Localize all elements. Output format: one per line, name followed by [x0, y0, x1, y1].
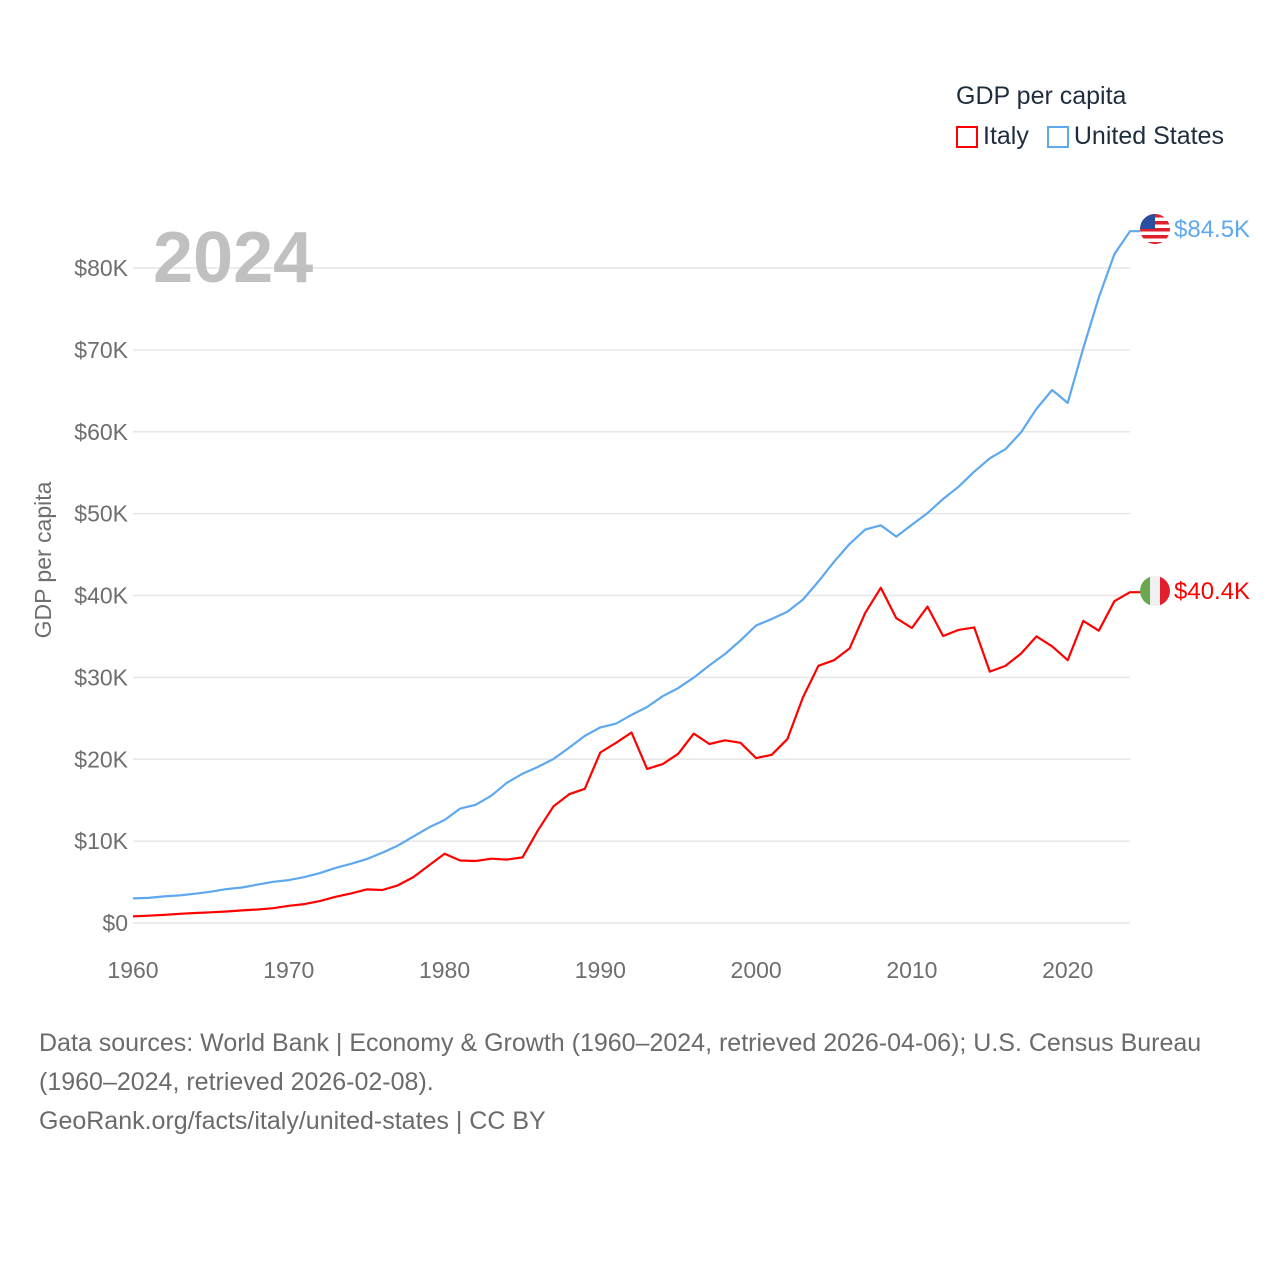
y-axis-label: GDP per capita	[30, 481, 56, 638]
y-tick-label: $20K	[74, 746, 128, 772]
us-end-label: $84.5K	[1174, 216, 1250, 243]
x-tick-label: 2010	[886, 957, 937, 983]
footer: Data sources: World Bank | Economy & Gro…	[39, 1024, 1239, 1141]
x-tick-label: 1970	[263, 957, 314, 983]
y-tick-label: $60K	[74, 419, 128, 445]
legend-label: United States	[1073, 122, 1224, 150]
data-sources: Data sources: World Bank | Economy & Gro…	[39, 1029, 1202, 1096]
legend-item-united-states[interactable]: United States	[1046, 122, 1224, 151]
y-tick-label: $80K	[74, 255, 128, 281]
y-tick-label: $50K	[74, 501, 128, 527]
series-line-italy	[132, 586, 1142, 918]
united-states-swatch	[1046, 125, 1069, 148]
legend: Italy United States	[956, 122, 1224, 151]
x-tick-label: 2020	[1042, 957, 1093, 983]
y-tick-label: $70K	[74, 337, 128, 363]
us-flag-icon	[1140, 214, 1170, 244]
x-tick-label: 2000	[731, 957, 782, 983]
y-tick-label: $10K	[74, 828, 128, 854]
x-tick-label: 1960	[107, 957, 158, 983]
x-tick-label: 1980	[419, 957, 470, 983]
year-watermark: 2024	[153, 218, 313, 298]
italy-flag-icon	[1140, 576, 1170, 606]
italy-swatch	[956, 125, 978, 148]
credit-link[interactable]: GeoRank.org/facts/italy/united-states | …	[39, 1107, 546, 1135]
y-tick-label: $0	[102, 910, 128, 936]
y-tick-label: $40K	[74, 583, 128, 609]
legend-label: Italy	[983, 122, 1029, 150]
legend-title: GDP per capita	[956, 82, 1127, 110]
y-tick-label: $30K	[74, 664, 128, 690]
series-line-united-states	[132, 230, 1142, 900]
italy-end-label: $40.4K	[1174, 578, 1250, 605]
x-tick-label: 1990	[575, 957, 626, 983]
legend-item-italy[interactable]: Italy	[956, 122, 1029, 151]
